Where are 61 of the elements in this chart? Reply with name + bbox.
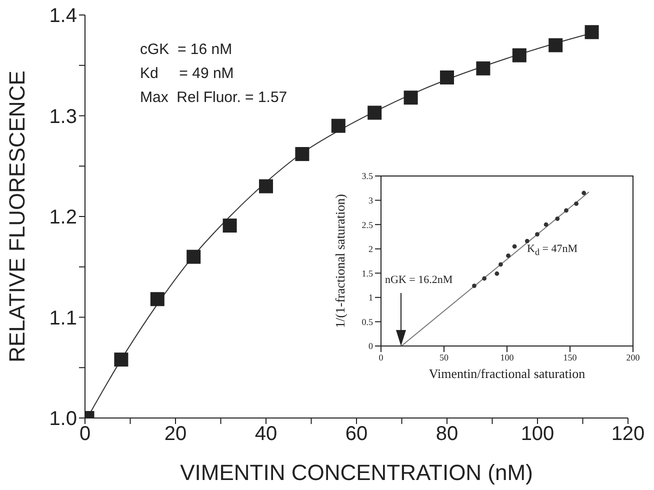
point [150, 292, 164, 306]
y-tick-label: 1.0 [49, 408, 77, 430]
annotation: Max Rel Fluor. = 1.57 [140, 89, 288, 106]
y-tick-label: 1.5 [362, 268, 374, 278]
x-tick-label: 100 [500, 352, 514, 362]
x-tick-label: 120 [611, 423, 645, 446]
point [494, 271, 500, 276]
y-tick-label: 1 [368, 292, 373, 303]
annotation: Kd = 49 nM [140, 65, 234, 82]
x-axis-title: VIMENTIN CONCENTRATION (nM) [180, 460, 533, 485]
point [564, 208, 568, 213]
y-axis-title: RELATIVE FLUORESCENCE [4, 70, 30, 362]
point [584, 25, 599, 40]
y-axis-title: 1/(1-fractional saturation) [332, 194, 348, 328]
point [506, 253, 510, 258]
x-tick-label: 80 [436, 423, 458, 446]
y-tick-label: 1.4 [49, 5, 77, 28]
point [535, 232, 540, 236]
x-tick-label: 0 [79, 423, 91, 446]
y-tick-label: 1.1 [49, 307, 77, 330]
point [186, 250, 201, 264]
y-tick-label: 2 [368, 244, 373, 254]
point [114, 352, 128, 367]
point [548, 38, 563, 52]
annotation: nGK = 16.2nM [385, 274, 453, 286]
y-tick-label: 1.3 [49, 106, 77, 128]
x-tick-label: 20 [164, 423, 187, 446]
point [331, 118, 346, 133]
point [368, 106, 382, 120]
y-tick-label: 0.5 [362, 316, 374, 327]
point [295, 147, 310, 162]
point [404, 90, 418, 105]
x-tick-label: 40 [254, 423, 278, 446]
point [222, 218, 237, 233]
x-axis-title: Vimentin/fractional saturation [428, 366, 586, 381]
x-tick-label: 150 [563, 352, 578, 362]
point [440, 70, 454, 84]
y-tick-label: 3.5 [362, 171, 374, 182]
point [574, 201, 578, 206]
point [472, 284, 476, 288]
point [259, 179, 273, 194]
point [544, 222, 548, 227]
point [476, 61, 490, 76]
y-tick-label: 0 [368, 341, 374, 352]
point [555, 216, 560, 221]
point [498, 262, 503, 267]
y-tick-label: 3 [368, 195, 374, 206]
point [524, 238, 530, 244]
annotation: K$_{d}$ = 47nM [527, 243, 578, 258]
x-tick-label: 50 [440, 352, 449, 362]
x-tick-label: 60 [345, 423, 368, 446]
point [512, 244, 517, 249]
annotation: cGK = 16 nM [140, 41, 232, 58]
x-tick-label: 100 [520, 423, 554, 446]
point [482, 276, 487, 281]
point [582, 190, 586, 196]
point [512, 48, 526, 62]
y-tick-label: 1.2 [49, 206, 77, 229]
y-tick-label: 2.5 [362, 220, 374, 230]
x-tick-label: 0 [378, 352, 384, 362]
x-tick-label: 200 [626, 352, 640, 362]
